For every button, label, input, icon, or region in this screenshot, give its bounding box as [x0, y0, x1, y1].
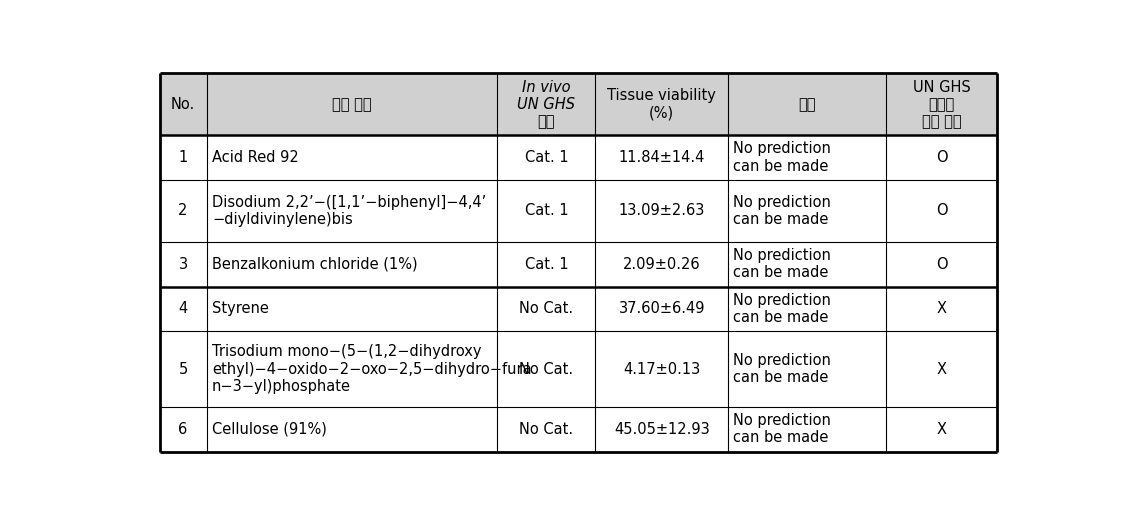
Text: In vivo
UN GHS
분류: In vivo UN GHS 분류 — [517, 79, 575, 130]
Text: Cellulose (91%): Cellulose (91%) — [212, 422, 327, 437]
Text: No prediction
can be made: No prediction can be made — [733, 413, 832, 445]
Text: 13.09±2.63: 13.09±2.63 — [619, 203, 705, 218]
Text: 3: 3 — [178, 257, 187, 272]
Text: No prediction
can be made: No prediction can be made — [733, 141, 832, 174]
Text: Benzalkonium chloride (1%): Benzalkonium chloride (1%) — [212, 257, 417, 272]
Text: Tissue viability
(%): Tissue viability (%) — [608, 88, 716, 121]
Text: 11.84±14.4: 11.84±14.4 — [619, 150, 705, 165]
Text: UN GHS
분류와
일치 여부: UN GHS 분류와 일치 여부 — [912, 79, 971, 130]
Text: 2.09±0.26: 2.09±0.26 — [623, 257, 701, 272]
Text: Cat. 1: Cat. 1 — [525, 257, 568, 272]
Text: Trisodium mono−(5−(1,2−dihydroxy
ethyl)−4−oxido−2−oxo−2,5−dihydro−fura
n−3−yl)ph: Trisodium mono−(5−(1,2−dihydroxy ethyl)−… — [212, 344, 531, 394]
Text: 37.60±6.49: 37.60±6.49 — [619, 301, 705, 316]
Text: Styrene: Styrene — [212, 301, 269, 316]
Text: Acid Red 92: Acid Red 92 — [212, 150, 298, 165]
Text: Disodium 2,2’−([1,1’−biphenyl]−4,4’
−diyldivinylene)bis: Disodium 2,2’−([1,1’−biphenyl]−4,4’ −diy… — [212, 195, 487, 227]
Text: No Cat.: No Cat. — [519, 301, 574, 316]
Text: 6: 6 — [178, 422, 187, 437]
Text: Cat. 1: Cat. 1 — [525, 150, 568, 165]
Text: 5: 5 — [178, 362, 187, 377]
Text: X: X — [937, 362, 947, 377]
Text: O: O — [936, 150, 947, 165]
Text: No.: No. — [170, 97, 195, 112]
Text: X: X — [937, 422, 947, 437]
Text: No prediction
can be made: No prediction can be made — [733, 195, 832, 227]
Bar — [159, 135, 998, 452]
Text: 1: 1 — [178, 150, 187, 165]
Text: 45.05±12.93: 45.05±12.93 — [614, 422, 710, 437]
Text: O: O — [936, 257, 947, 272]
Text: No prediction
can be made: No prediction can be made — [733, 293, 832, 325]
Text: 시험 물질: 시험 물질 — [332, 97, 372, 112]
Bar — [159, 73, 998, 135]
Text: No prediction
can be made: No prediction can be made — [733, 353, 832, 385]
Text: Cat. 1: Cat. 1 — [525, 203, 568, 218]
Text: 판정: 판정 — [798, 97, 816, 112]
Text: 4: 4 — [178, 301, 187, 316]
Text: No Cat.: No Cat. — [519, 422, 574, 437]
Text: X: X — [937, 301, 947, 316]
Text: 4.17±0.13: 4.17±0.13 — [623, 362, 701, 377]
Text: O: O — [936, 203, 947, 218]
Text: 2: 2 — [178, 203, 187, 218]
Text: No prediction
can be made: No prediction can be made — [733, 248, 832, 280]
Text: No Cat.: No Cat. — [519, 362, 574, 377]
